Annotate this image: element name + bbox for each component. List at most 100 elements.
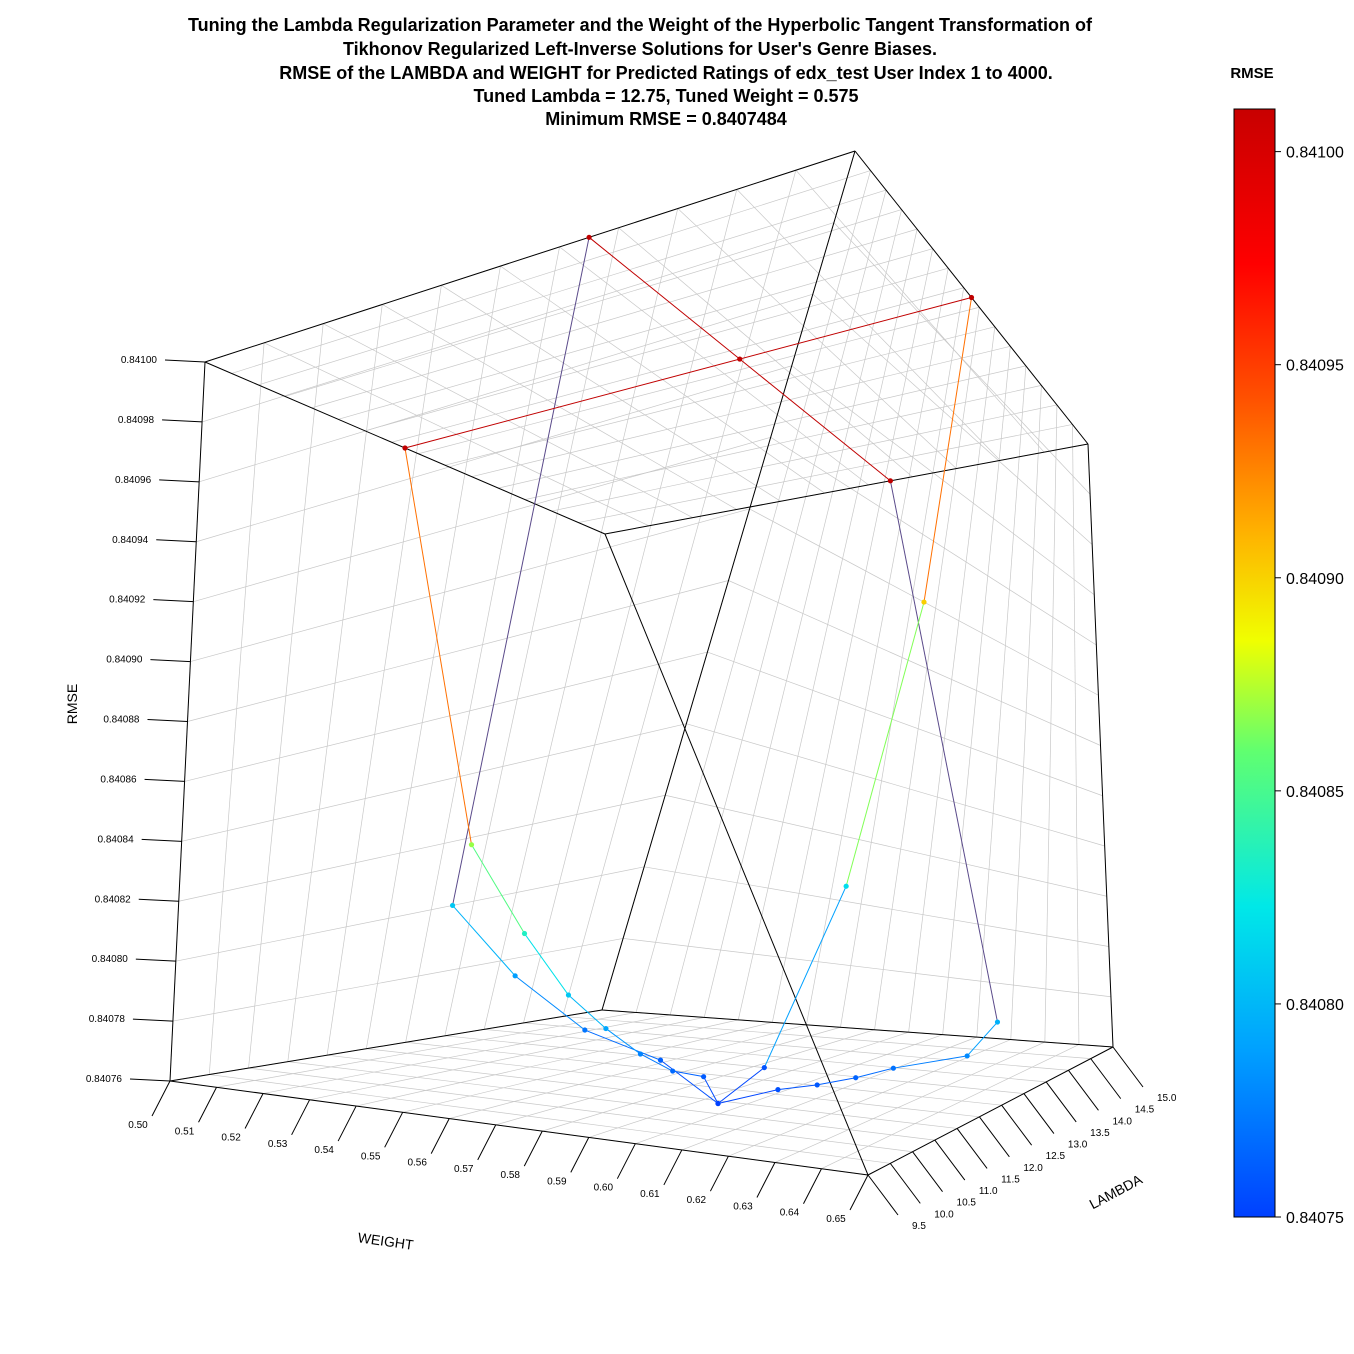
- colorbar-tick-label: 0.84095: [1286, 358, 1344, 375]
- ceiling-grid-line: [471, 345, 1011, 478]
- floor-grid-line: [681, 1036, 977, 1151]
- floor-grid-line: [821, 1044, 1080, 1170]
- back-wall-grid-line: [181, 723, 687, 842]
- weight-series-point: [964, 1053, 970, 1059]
- ceiling-grid-line: [418, 306, 980, 455]
- lambda-series-point: [843, 883, 849, 889]
- grid-layer: [169, 150, 1114, 1176]
- y-tick-label: 13.5: [1090, 1128, 1110, 1139]
- ceiling-grid-line: [498, 365, 1026, 489]
- weight-series-segment: [514, 975, 586, 1031]
- z-tick: [153, 599, 194, 603]
- x-tick: [151, 1080, 171, 1117]
- z-tick: [164, 359, 206, 363]
- y-tick-label: 12.5: [1046, 1151, 1066, 1162]
- side-wall-grid-line: [623, 938, 1111, 998]
- z-tick: [159, 479, 200, 483]
- y-tick: [889, 1163, 921, 1204]
- colorbar-tick-label: 0.84085: [1286, 784, 1344, 801]
- floor-grid-line: [309, 1017, 705, 1101]
- y-tick-label: 11.0: [979, 1186, 998, 1197]
- z-tick: [147, 719, 188, 722]
- z-tick-label: 0.84076: [86, 1074, 123, 1085]
- z-tick-label: 0.84090: [106, 655, 143, 666]
- colorbar: RMSE 0.84075 0.84080 0.84085 0.84090 0.84095…: [1230, 65, 1344, 1227]
- weight-series-segment: [584, 1029, 661, 1061]
- x-tick: [477, 1124, 497, 1161]
- weight-series-point: [449, 902, 456, 909]
- z-tick-label: 0.84086: [100, 774, 137, 785]
- y-tick: [1001, 1104, 1033, 1146]
- drop-line: [889, 480, 998, 1023]
- y-tick-label: 12.0: [1023, 1163, 1043, 1174]
- y-tick: [912, 1151, 943, 1193]
- side-wall-grid-line: [707, 651, 1103, 797]
- lambda-series-segment: [605, 1028, 641, 1055]
- floor-grid-line: [444, 1035, 1024, 1094]
- lambda-series-point: [637, 1051, 644, 1057]
- x-tick-label: 0.63: [733, 1201, 753, 1212]
- y-tick-label: 9.5: [912, 1221, 926, 1232]
- side-wall-grid-line: [665, 794, 1107, 897]
- box-edge: [867, 1046, 1114, 1176]
- x-tick-label: 0.55: [361, 1151, 381, 1162]
- lambda-series-point: [521, 930, 528, 937]
- floor-grid-line: [405, 1041, 1002, 1106]
- weight-series-segment: [717, 1089, 779, 1105]
- box-edge: [604, 533, 869, 1176]
- floor-grid-line: [635, 1034, 943, 1144]
- x-tick-label: 0.58: [501, 1170, 521, 1181]
- x-tick-label: 0.50: [128, 1120, 148, 1131]
- floor-grid-line: [774, 1041, 1046, 1163]
- floor-grid-line: [402, 1021, 773, 1113]
- back-wall-grid-line: [193, 436, 771, 603]
- x-tick: [198, 1087, 217, 1123]
- floor-grid-line: [287, 1061, 935, 1141]
- x-tick-label: 0.57: [454, 1164, 474, 1175]
- z-tick: [150, 659, 191, 663]
- lambda-series-segment: [717, 1067, 765, 1104]
- floor-grid-line: [449, 1024, 807, 1119]
- floor-grid-line: [327, 1054, 958, 1129]
- back-wall-grid-line: [196, 365, 792, 543]
- lambda-series-point: [700, 1074, 707, 1080]
- floor-grid-line: [366, 1048, 980, 1118]
- z-tick-label: 0.84088: [103, 715, 140, 726]
- colorbar-tick-label: 0.84080: [1286, 997, 1344, 1014]
- ceiling-grid-line: [258, 189, 887, 386]
- weight-series-point: [814, 1082, 820, 1088]
- colorbar-title: RMSE: [1230, 65, 1273, 82]
- lambda-series-segment: [640, 1053, 673, 1072]
- z-axis-title: RMSE: [64, 684, 80, 724]
- x-tick: [337, 1105, 357, 1142]
- z-tick: [162, 419, 203, 423]
- x-tick: [384, 1112, 404, 1148]
- lambda-series-point: [603, 1025, 609, 1032]
- x-tick-label: 0.60: [594, 1183, 614, 1194]
- box-edge: [169, 1080, 869, 1176]
- box-edge: [601, 1009, 1114, 1048]
- x-tick: [849, 1174, 869, 1211]
- z-tick: [138, 898, 179, 902]
- y-tick: [934, 1139, 966, 1181]
- y-tick: [1068, 1069, 1099, 1111]
- z-tick-label: 0.84084: [98, 834, 135, 845]
- z-tick-label: 0.84082: [95, 894, 132, 905]
- x-tick-label: 0.52: [221, 1133, 241, 1144]
- x-tick: [523, 1130, 543, 1167]
- z-tick-label: 0.84094: [112, 535, 149, 546]
- title-line-2: Tikhonov Regularized Left-Inverse Soluti…: [343, 39, 937, 59]
- z-tick-label: 0.84100: [121, 355, 158, 366]
- ceiling-grid-line: [444, 326, 995, 466]
- x-tick: [244, 1093, 264, 1129]
- floor-grid-line: [356, 1019, 739, 1107]
- ceiling-line: [404, 297, 972, 449]
- back-wall-grid-line: [178, 794, 666, 902]
- y-tick: [867, 1174, 899, 1216]
- weight-series-segment: [660, 1059, 719, 1104]
- x-tick-label: 0.54: [314, 1145, 334, 1156]
- weight-series-segment: [855, 1067, 894, 1079]
- ceiling-grid-line: [338, 248, 933, 420]
- z-tick-label: 0.84078: [89, 1014, 126, 1025]
- z-tick: [135, 958, 176, 962]
